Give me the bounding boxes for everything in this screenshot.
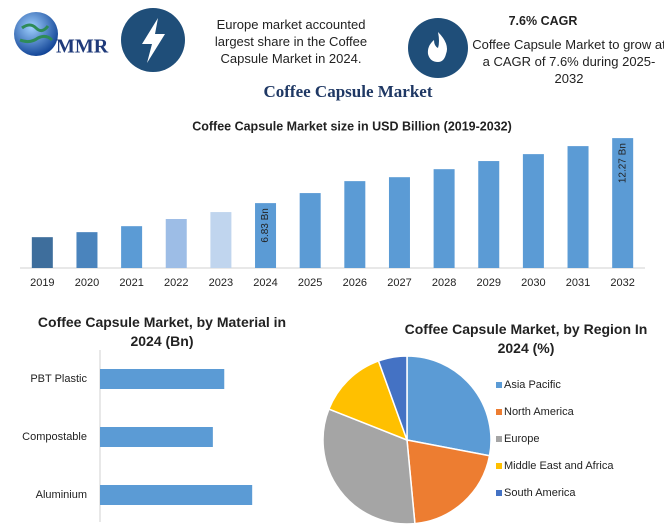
legend-label: Europe [504,433,539,445]
logo-globe [14,12,58,56]
bar [478,161,500,268]
pie-slice [406,439,491,525]
legend-label: Middle East and Africa [504,460,614,472]
x-tick-label: 2027 [387,277,411,289]
barh-title: Coffee Capsule Market, by Material in 20… [37,314,287,349]
bar [567,146,589,268]
bar [100,485,253,505]
pie-slice [327,360,409,442]
legend-swatch [496,463,502,469]
legend-swatch [496,409,502,415]
bar-chart-title: Coffee Capsule Market size in USD Billio… [192,119,512,133]
legend-swatch [496,382,502,388]
icon-bolt [142,18,165,63]
bar [522,154,544,268]
cagr-title: 7.6% CAGR [508,14,578,28]
bar [100,427,213,447]
bar [344,181,366,268]
x-tick-label: 2019 [30,277,54,289]
legend-label: North America [504,406,575,418]
legend-label: South America [504,487,576,499]
pie-slice [377,355,408,441]
bar [433,169,455,268]
x-tick-label: 2020 [75,277,99,289]
pie-title: Coffee Capsule Market, by Region In 2024… [404,321,648,356]
bar [299,193,321,268]
bar [76,232,98,268]
y-tick-label: PBT Plastic [30,373,87,385]
pie-slice [322,408,416,525]
logo-land [19,23,54,44]
bar [612,138,634,268]
pie-slice [406,355,492,457]
logo-text: MMR [56,36,109,58]
value-label: 6.83 Bn [260,208,271,242]
legend-label: Asia Pacific [504,379,561,391]
x-tick-label: 2023 [209,277,233,289]
bar [100,369,225,389]
bar [165,219,187,268]
x-tick-label: 2031 [566,277,590,289]
value-label: 12.27 Bn [617,143,628,183]
icon-flame [427,32,447,62]
x-tick-label: 2032 [610,277,634,289]
y-tick-label: Aluminium [36,489,87,501]
main-title: Coffee Capsule Market [263,82,432,101]
x-tick-label: 2024 [253,277,277,289]
y-tick-label: Compostable [22,431,87,443]
bar [210,212,232,268]
bar [255,203,277,268]
highlight-text: Europe market accounted largest share in… [214,17,368,66]
x-tick-label: 2026 [343,277,367,289]
bar [388,177,410,268]
x-tick-label: 2028 [432,277,456,289]
bar [31,237,53,268]
legend-swatch [496,490,502,496]
x-tick-label: 2029 [477,277,501,289]
x-tick-label: 2022 [164,277,188,289]
x-tick-label: 2025 [298,277,322,289]
legend-swatch [496,436,502,442]
x-tick-label: 2030 [521,277,545,289]
cagr-text: Coffee Capsule Market to grow at a CAGR … [472,37,664,86]
x-tick-label: 2021 [119,277,143,289]
bar [121,226,143,268]
